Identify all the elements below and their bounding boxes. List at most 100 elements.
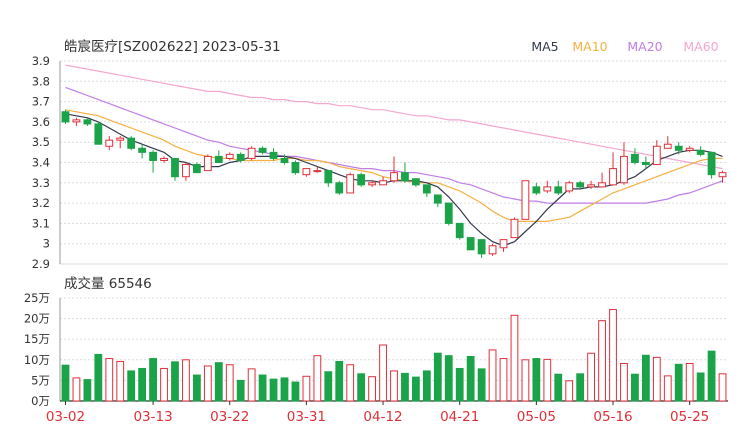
date-axis: 03-02 03-13 03-22 03-31 04-12 04-21 05-05 05-16… [46, 401, 709, 425]
y-tick-label: 3.6 [32, 115, 50, 129]
candle-body [521, 180, 530, 220]
volume-bar [565, 380, 574, 402]
volume-bars [61, 309, 727, 402]
candle-body [127, 137, 136, 149]
volume-bar [72, 377, 81, 402]
candle-body [620, 155, 628, 184]
candle [236, 152, 245, 163]
volume-bar [335, 360, 344, 402]
candle [116, 136, 125, 149]
y-tick-label: 25万 [24, 291, 50, 305]
x-tick-label: 03-02 [46, 409, 85, 425]
candle [214, 150, 223, 164]
volume-bar [379, 344, 387, 402]
candle [532, 182, 541, 195]
candle [346, 172, 355, 194]
volume-bar [696, 372, 705, 402]
candle [182, 162, 190, 181]
candle-body [444, 202, 453, 224]
candle [696, 146, 705, 157]
y-tick-label: 20万 [24, 312, 50, 326]
candle-body [149, 151, 157, 161]
candle [444, 202, 453, 226]
volume-bar [236, 379, 245, 402]
candle [390, 156, 398, 183]
candle [149, 150, 157, 173]
volume-bar [171, 361, 179, 402]
ma60-line [65, 64, 723, 170]
candle [94, 121, 103, 145]
volume-bar [554, 373, 563, 402]
candle-body [565, 182, 574, 192]
volume-bar [247, 368, 256, 402]
candle [247, 146, 256, 161]
candle [543, 180, 552, 193]
candle-body [412, 178, 420, 186]
volume-y-ticks: 25万 20万 15万 10万 5万 0万 [24, 291, 50, 408]
volume-bar [390, 370, 398, 402]
candle [718, 170, 727, 183]
candle [379, 176, 387, 186]
volume-bar [707, 350, 716, 402]
x-tick-label: 03-13 [133, 409, 172, 425]
candle-body [61, 111, 70, 123]
candle-body [477, 239, 486, 255]
candle [488, 243, 497, 256]
candle [620, 142, 628, 185]
candle [510, 217, 519, 239]
candle-body [105, 139, 114, 147]
candle [291, 160, 300, 175]
y-tick-label: 3.3 [32, 176, 50, 190]
candle [61, 109, 70, 124]
volume-bar [149, 358, 157, 402]
y-tick-label: 2.9 [32, 257, 50, 271]
candle [313, 166, 322, 173]
candle-body [313, 170, 322, 173]
candle [455, 222, 464, 240]
candle-body [280, 157, 289, 164]
candle-body [203, 155, 212, 172]
candle-body [663, 143, 672, 149]
candle [280, 154, 289, 165]
candle [160, 156, 168, 163]
volume-bar [718, 373, 727, 402]
volume-bar [160, 367, 168, 402]
y-tick-label: 3.9 [32, 54, 50, 68]
candle-body [652, 145, 661, 166]
volume-bar [444, 355, 453, 402]
volume-bar [652, 356, 661, 402]
candle-body [609, 168, 617, 186]
volume-bar [499, 358, 508, 402]
candle [258, 146, 267, 155]
candle-body [357, 174, 366, 186]
candle [138, 144, 147, 159]
candle [269, 148, 278, 161]
candle-body [510, 218, 519, 239]
candle [554, 180, 563, 195]
candle-body [247, 147, 256, 159]
volume-bar [598, 320, 606, 402]
candle [707, 151, 716, 179]
candle-body [324, 170, 333, 184]
candle [521, 180, 530, 220]
candle-body [214, 155, 223, 164]
candle-body [422, 184, 431, 194]
volume-bar [105, 358, 114, 402]
candle [641, 156, 650, 169]
candle-body [455, 222, 464, 239]
legend-ma20: MA20 [627, 39, 662, 54]
y-tick-label: 0万 [31, 394, 50, 408]
y-tick-label: 3 [43, 237, 50, 251]
volume-bar [116, 360, 125, 402]
volume-bar [269, 378, 278, 402]
volume-bar [631, 373, 639, 402]
candle [598, 172, 606, 188]
legend-ma5: MA5 [531, 39, 558, 54]
candle-body [532, 186, 541, 194]
y-tick-label: 3.1 [32, 216, 50, 230]
candle [127, 136, 136, 151]
y-tick-label: 3.8 [32, 74, 50, 88]
volume-bar [587, 352, 596, 402]
candle-body [718, 172, 727, 178]
candle-body [368, 182, 376, 186]
